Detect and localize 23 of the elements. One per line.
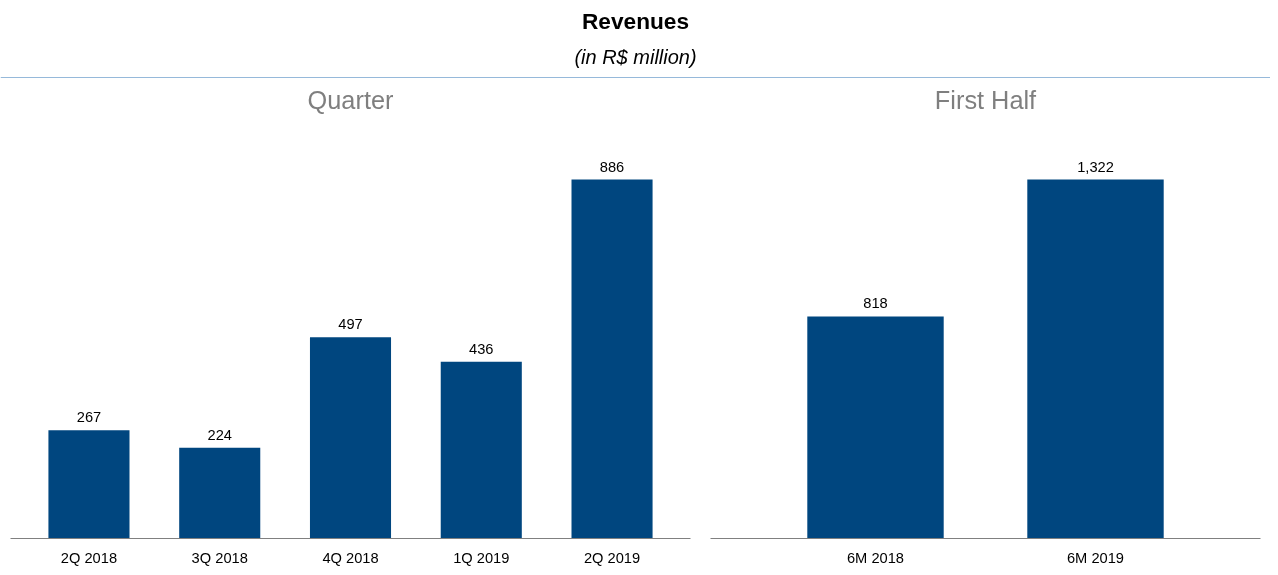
data-label: 267 xyxy=(76,409,102,426)
bar xyxy=(179,447,261,539)
data-label: 436 xyxy=(469,340,494,357)
data-label: 818 xyxy=(863,295,888,312)
text: Revenues xyxy=(581,7,690,34)
chart-title: Quarter xyxy=(307,85,394,114)
x-tick-label: 2Q 2019 xyxy=(583,549,641,566)
data-label: 886 xyxy=(599,158,625,175)
chart-title: First Half xyxy=(934,85,1038,114)
x-tick-label: 2Q 2018 xyxy=(60,549,118,566)
data-label: 224 xyxy=(207,426,232,443)
x-tick-label: 1Q 2019 xyxy=(453,549,510,566)
data-label: 1,322 xyxy=(1077,158,1114,175)
x-tick-label: 3Q 2018 xyxy=(191,549,248,566)
x-tick-label: 6M 2019 xyxy=(1066,549,1125,566)
x-tick-label: 6M 2018 xyxy=(846,549,905,566)
x-tick-label: 4Q 2018 xyxy=(322,549,379,566)
bar xyxy=(309,337,392,539)
bar xyxy=(48,430,130,539)
bar xyxy=(440,361,522,539)
bar xyxy=(571,179,653,539)
data-label: 497 xyxy=(338,316,363,333)
text: (in R$ million) xyxy=(574,45,697,68)
